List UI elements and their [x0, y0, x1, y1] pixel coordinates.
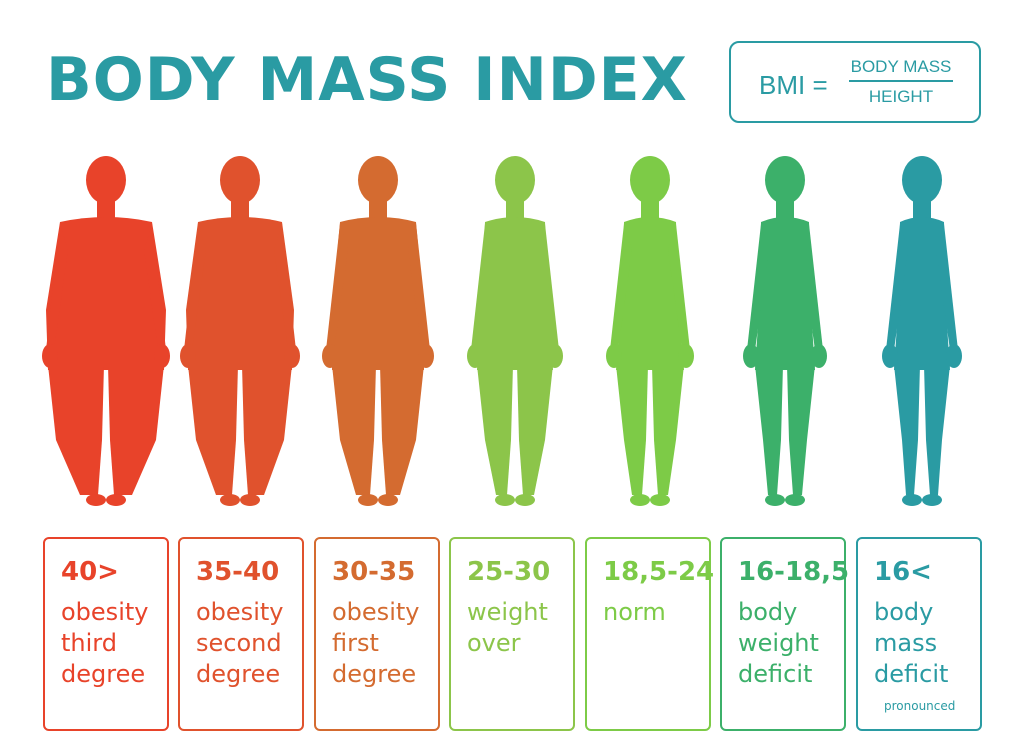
category-range: 40> [61, 557, 119, 587]
category-card-5: 16-18,5 body weight deficit [720, 537, 850, 731]
category-range: 30-35 [332, 557, 416, 587]
silhouette-mass-deficit [882, 156, 962, 506]
bmi-formula-box: BMI = BODY MASS HEIGHT [729, 41, 981, 123]
category-range: 35-40 [196, 557, 280, 587]
category-card-3: 25-30 weight over [449, 537, 575, 731]
category-range: 16-18,5 [738, 557, 850, 587]
category-description: obesity third degree [61, 598, 149, 688]
category-card-6: 16< body mass deficit pronounced [856, 537, 982, 731]
category-range: 18,5-24 [603, 557, 715, 587]
silhouette-weight-over [467, 156, 563, 506]
category-range: 16< [874, 557, 932, 587]
category-description: weight over [467, 598, 548, 657]
category-card-0: 40> obesity third degree [43, 537, 169, 731]
category-card-4: 18,5-24 norm [585, 537, 715, 731]
page-title: BODY MASS INDEX [46, 45, 688, 115]
formula-numerator: BODY MASS [849, 57, 953, 82]
category-card-2: 30-35 obesity first degree [314, 537, 440, 731]
category-description: body weight deficit [738, 598, 819, 688]
category-description: obesity first degree [332, 598, 420, 688]
category-range: 25-30 [467, 557, 551, 587]
category-description: body mass deficit [874, 598, 949, 688]
category-description: norm [603, 598, 666, 626]
silhouette-norm [606, 156, 694, 506]
category-description: obesity second degree [196, 598, 284, 688]
category-note: pronounced [884, 699, 956, 713]
formula-denominator: HEIGHT [868, 87, 934, 106]
category-card-1: 35-40 obesity second degree [178, 537, 304, 731]
formula-lhs: BMI = [759, 70, 828, 100]
formula-fraction: BODY MASS HEIGHT [849, 57, 953, 107]
silhouette-obesity-third [42, 156, 170, 506]
silhouette-obesity-first [322, 156, 434, 506]
silhouette-obesity-second [180, 156, 300, 506]
body-silhouettes [0, 150, 1024, 520]
silhouette-weight-deficit [743, 156, 827, 506]
